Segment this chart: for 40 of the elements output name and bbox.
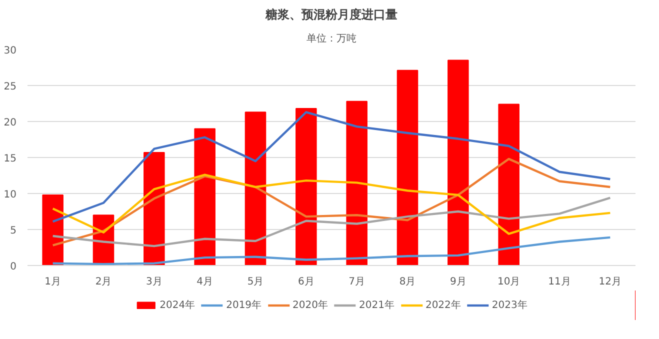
legend-label: 2023年 xyxy=(492,299,528,312)
y-tick-label: 20 xyxy=(4,118,17,128)
legend-label: 2022年 xyxy=(425,299,461,312)
line-series xyxy=(52,158,612,246)
bar xyxy=(346,100,368,266)
bar xyxy=(396,70,418,266)
y-tick-label: 15 xyxy=(4,154,17,164)
legend-label: 2020年 xyxy=(292,299,328,312)
bar xyxy=(42,194,64,266)
x-tick-label: 9月 xyxy=(450,276,466,288)
x-tick-label: 3月 xyxy=(146,276,162,288)
x-tick-label: 10月 xyxy=(497,276,520,288)
x-tick-label: 5月 xyxy=(247,276,264,288)
y-tick-label: 25 xyxy=(4,82,17,92)
y-tick-label: 5 xyxy=(10,226,17,236)
chart-subtitle: 单位：万吨 xyxy=(306,32,356,44)
x-tick-label: 8月 xyxy=(399,276,416,288)
x-tick-label: 6月 xyxy=(298,276,314,288)
legend-label: 2019年 xyxy=(226,299,262,312)
line-series xyxy=(52,111,612,223)
chart-title: 糖浆、预混粉月度进口量 xyxy=(264,8,398,22)
legend-label: 2021年 xyxy=(359,299,394,312)
bar xyxy=(498,104,520,266)
bar xyxy=(144,152,165,266)
y-tick-label: 30 xyxy=(4,46,17,56)
bar xyxy=(244,112,266,266)
y-tick-label: 10 xyxy=(4,190,17,200)
line-series xyxy=(52,174,612,235)
bar xyxy=(194,128,216,266)
x-tick-label: 2月 xyxy=(95,276,112,288)
x-tick-label: 11月 xyxy=(548,276,571,288)
y-tick-label: 0 xyxy=(10,262,17,272)
x-tick-label: 4月 xyxy=(196,276,214,288)
line-series xyxy=(52,236,612,266)
legend-label: 2024年 xyxy=(160,299,196,312)
bar xyxy=(448,60,469,266)
x-tick-label: 12月 xyxy=(598,276,622,288)
x-tick-label: 7月 xyxy=(348,276,366,288)
line-series xyxy=(52,196,612,248)
x-tick-label: 1月 xyxy=(44,276,62,288)
